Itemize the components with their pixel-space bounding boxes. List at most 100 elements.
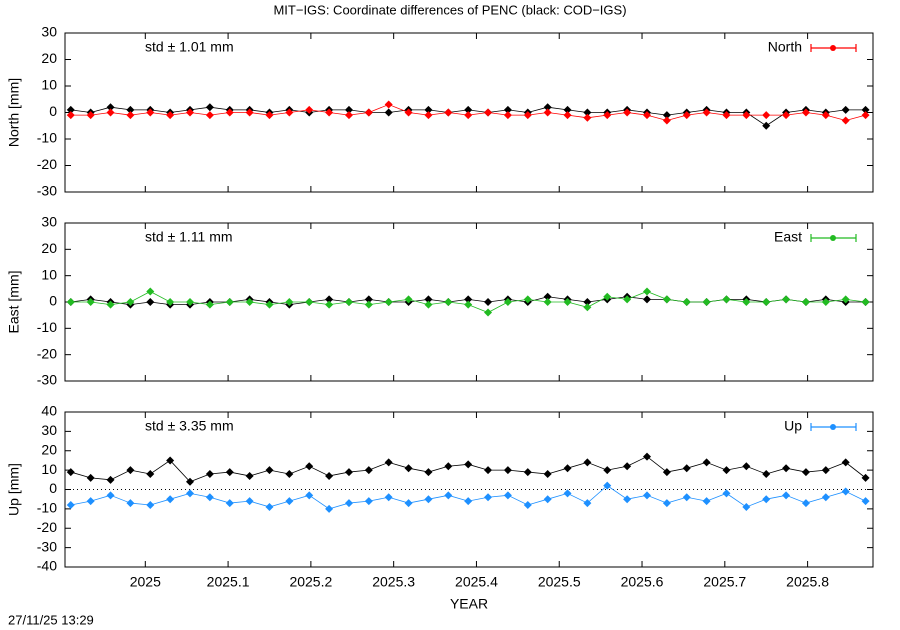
data-point <box>106 300 115 309</box>
data-point <box>782 491 791 500</box>
data-point <box>66 105 75 114</box>
chart-title: MIT−IGS: Coordinate differences of PENC … <box>273 2 626 17</box>
data-point <box>782 111 791 120</box>
data-point <box>861 111 870 120</box>
data-point <box>841 116 850 125</box>
y-tick-label: -30 <box>37 183 57 199</box>
data-point <box>642 111 651 120</box>
y-tick-label: 0 <box>49 103 57 119</box>
data-point <box>325 108 334 117</box>
y-tick-label: -20 <box>37 519 57 535</box>
data-point <box>285 470 294 478</box>
data-point <box>364 300 373 309</box>
data-point <box>146 298 155 306</box>
data-point <box>265 466 274 475</box>
data-point <box>424 105 433 114</box>
data-point <box>404 108 413 117</box>
data-point <box>106 108 115 117</box>
data-point <box>742 298 751 306</box>
data-point <box>205 470 214 478</box>
data-point <box>523 501 532 509</box>
data-point <box>662 468 671 477</box>
data-point <box>245 298 254 306</box>
data-point <box>503 105 512 114</box>
data-point <box>722 489 731 498</box>
legend-label: East <box>774 229 802 245</box>
data-point <box>66 468 75 477</box>
data-point <box>305 298 314 306</box>
data-point <box>205 300 214 309</box>
data-point <box>444 108 453 117</box>
data-point <box>464 111 473 120</box>
std-annotation: std ± 1.11 mm <box>145 229 233 245</box>
data-point <box>384 108 393 117</box>
data-point <box>662 295 671 304</box>
y-tick-label: 30 <box>41 24 57 40</box>
data-point <box>404 499 413 508</box>
data-point <box>166 456 175 465</box>
data-point <box>146 108 155 117</box>
data-point <box>801 468 810 477</box>
legend-marker <box>830 424 836 430</box>
data-point <box>86 298 95 306</box>
x-tick-label: 2025.8 <box>786 574 829 590</box>
data-point <box>305 105 314 114</box>
data-point <box>464 460 473 469</box>
x-tick-label: 2025.1 <box>207 574 250 590</box>
data-point <box>186 108 195 117</box>
x-tick-label: 2025.3 <box>372 574 415 590</box>
data-point <box>801 298 810 306</box>
x-tick-label: 2025.4 <box>455 574 498 590</box>
data-point <box>762 470 771 478</box>
data-point <box>861 298 870 306</box>
y-tick-label: 20 <box>41 441 57 457</box>
data-point <box>523 468 532 477</box>
y-tick-label: 30 <box>41 214 57 230</box>
y-tick-label: 30 <box>41 422 57 438</box>
data-point <box>464 497 473 506</box>
data-point <box>344 105 353 114</box>
data-point <box>642 452 651 461</box>
data-point <box>265 502 274 511</box>
data-point <box>742 502 751 511</box>
data-point <box>484 493 493 502</box>
data-point <box>484 298 493 306</box>
data-point <box>126 499 135 508</box>
legend-label: Up <box>784 418 802 434</box>
data-point <box>563 298 572 306</box>
data-point <box>325 295 334 304</box>
data-point <box>424 495 433 504</box>
data-point <box>503 298 512 306</box>
data-point <box>821 298 830 306</box>
data-point <box>364 466 373 475</box>
data-point <box>305 462 314 471</box>
data-point <box>583 298 592 306</box>
data-point <box>662 116 671 125</box>
data-point <box>702 108 711 117</box>
data-point <box>702 497 711 506</box>
data-point <box>682 493 691 502</box>
data-point <box>245 497 254 506</box>
data-point <box>543 108 552 117</box>
data-point <box>662 111 671 120</box>
y-axis-label: North [mm] <box>6 78 22 147</box>
y-tick-label: -40 <box>37 558 57 574</box>
data-point <box>841 458 850 467</box>
std-annotation: std ± 1.01 mm <box>145 39 234 55</box>
data-point <box>603 481 612 490</box>
timestamp: 27/11/25 13:29 <box>8 612 94 627</box>
y-tick-label: -30 <box>37 538 57 554</box>
data-point <box>484 466 493 475</box>
data-point <box>782 295 791 304</box>
data-point <box>325 471 334 480</box>
data-point <box>166 298 175 306</box>
data-point <box>682 298 691 306</box>
data-point <box>205 493 214 502</box>
data-point <box>762 111 771 120</box>
data-point <box>424 300 433 309</box>
data-point <box>583 113 592 122</box>
data-point <box>66 111 75 120</box>
data-point <box>285 298 294 306</box>
data-point <box>484 108 493 117</box>
data-point <box>344 468 353 477</box>
